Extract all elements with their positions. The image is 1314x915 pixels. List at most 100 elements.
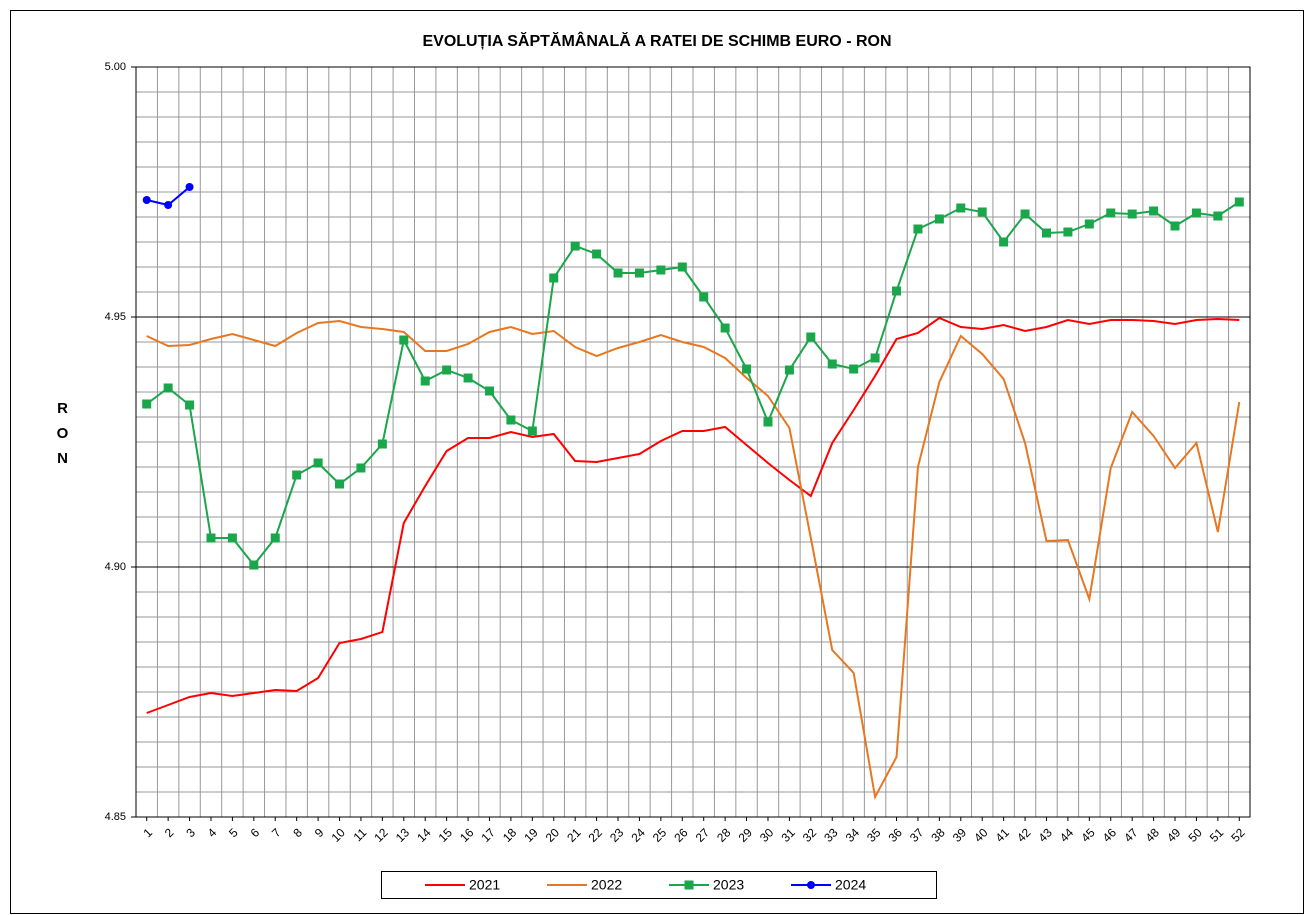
marker [1170, 221, 1180, 231]
x-tick-label: 38 [928, 825, 948, 845]
x-tick-label: 7 [269, 825, 284, 840]
x-tick-label: 45 [1078, 825, 1098, 845]
marker [1234, 197, 1244, 207]
marker [270, 533, 280, 543]
series [142, 183, 194, 209]
marker [1084, 219, 1094, 229]
marker [1106, 208, 1116, 218]
x-tick-label: 26 [671, 825, 691, 845]
marker [335, 479, 345, 489]
y-tick-label: 4.85 [105, 811, 126, 823]
x-tick-label: 9 [312, 825, 327, 840]
x-tick-label: 15 [436, 825, 456, 845]
marker [913, 224, 923, 234]
marker [827, 359, 837, 369]
x-tick-label: 21 [564, 825, 584, 845]
marker [742, 364, 752, 374]
x-tick-label: 42 [1014, 825, 1034, 845]
x-tick-label: 33 [821, 825, 841, 845]
marker [634, 268, 644, 278]
x-tick-label: 4 [205, 825, 220, 840]
x-tick-label: 17 [478, 825, 498, 845]
marker [249, 560, 259, 570]
marker [484, 386, 494, 396]
marker [592, 249, 602, 259]
legend-box [381, 871, 937, 899]
x-tick-label: 16 [457, 825, 477, 845]
x-tick-label: 43 [1035, 825, 1055, 845]
series-line [146, 319, 1241, 801]
marker [292, 470, 302, 480]
x-tick-label: 20 [543, 825, 563, 845]
x-tick-label: 10 [329, 825, 349, 845]
marker [377, 439, 387, 449]
marker [1191, 208, 1201, 218]
x-tick-label: 32 [800, 825, 820, 845]
marker [763, 417, 773, 427]
marker [870, 353, 880, 363]
marker [506, 415, 516, 425]
marker [1063, 227, 1073, 237]
x-tick-label: 35 [864, 825, 884, 845]
x-tick-label: 48 [1143, 825, 1163, 845]
marker [699, 292, 709, 302]
marker [1127, 209, 1137, 219]
x-tick-label: 49 [1164, 825, 1184, 845]
x-tick-label: 6 [248, 825, 263, 840]
x-tick-label: 25 [650, 825, 670, 845]
legend-label: 2022 [591, 877, 622, 893]
y-tick-label: 4.90 [105, 561, 126, 573]
marker [399, 335, 409, 345]
marker [1041, 228, 1051, 238]
x-tick-label: 31 [778, 825, 798, 845]
marker [420, 376, 430, 386]
x-tick-label: 28 [714, 825, 734, 845]
marker [1149, 206, 1159, 216]
grid [136, 67, 1250, 817]
x-tick-label: 30 [757, 825, 777, 845]
x-tick-label: 22 [586, 825, 606, 845]
marker [356, 463, 366, 473]
x-tick-label: 14 [414, 825, 434, 845]
x-tick-label: 11 [351, 825, 370, 844]
x-tick-label: 37 [907, 825, 927, 845]
marker [206, 533, 216, 543]
marker [784, 365, 794, 375]
marker [999, 237, 1009, 247]
x-tick-label: 13 [393, 825, 413, 845]
marker [164, 201, 173, 209]
y-tick-label: 5.00 [105, 61, 126, 73]
marker [313, 458, 323, 468]
x-tick-label: 23 [607, 825, 627, 845]
marker [570, 241, 580, 251]
marker [1020, 209, 1030, 219]
x-tick-label: 5 [226, 825, 241, 840]
marker [977, 207, 987, 217]
marker [227, 533, 237, 543]
legend-label: 2023 [713, 877, 744, 893]
series [146, 316, 1240, 714]
x-tick-label: 18 [500, 825, 520, 845]
marker [892, 286, 902, 296]
x-tick-label: 41 [993, 825, 1013, 845]
marker [849, 364, 859, 374]
x-tick-label: 34 [843, 825, 863, 845]
x-tick-label: 8 [290, 825, 305, 840]
x-tick-label: 19 [521, 825, 541, 845]
marker [142, 196, 151, 204]
marker [549, 273, 559, 283]
marker [463, 373, 473, 383]
marker [163, 383, 173, 393]
x-tick-label: 2 [162, 825, 177, 840]
marker [806, 332, 816, 342]
x-tick-label: 29 [736, 825, 756, 845]
marker [677, 262, 687, 272]
x-tick-label: 27 [693, 825, 713, 845]
marker [684, 880, 694, 890]
legend-label: 2021 [469, 877, 500, 893]
marker [956, 203, 966, 213]
series-line [146, 201, 1240, 567]
x-tick-label: 47 [1121, 825, 1141, 845]
marker [142, 399, 152, 409]
